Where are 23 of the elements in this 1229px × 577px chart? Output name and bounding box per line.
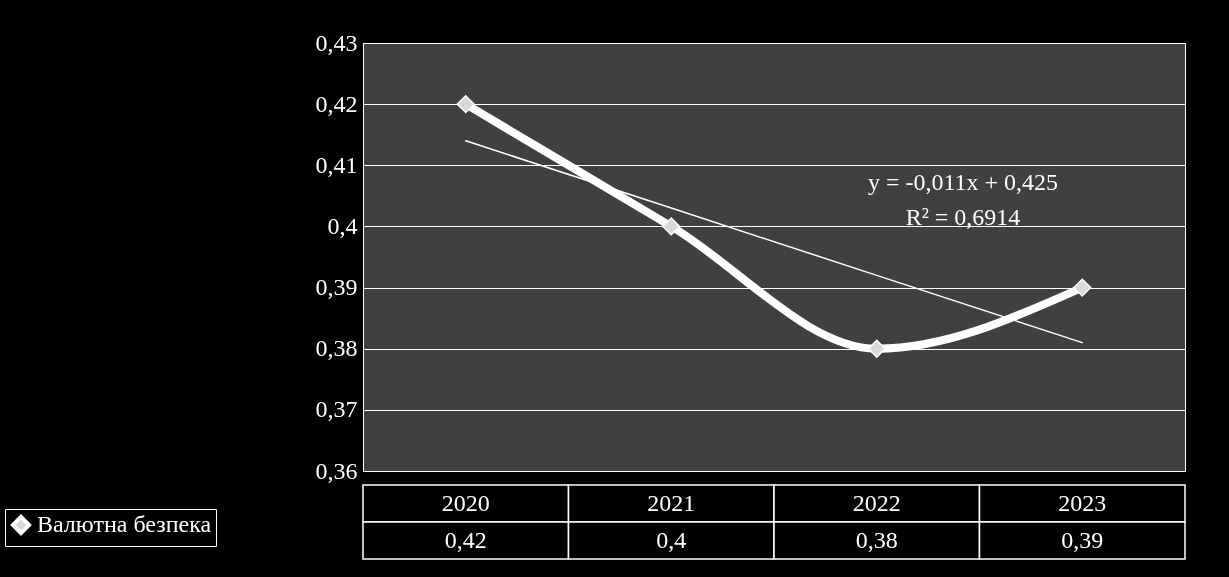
x-tick-label: 2021 xyxy=(647,489,696,516)
data-label: 0,42 xyxy=(444,526,487,553)
x-tick-label: 2020 xyxy=(441,489,490,516)
y-tick-label: 0,37 xyxy=(315,396,358,423)
legend-label: Валютна безпека xyxy=(37,511,212,537)
x-tick-label: 2022 xyxy=(852,489,901,516)
y-tick-label: 0,38 xyxy=(315,335,358,362)
point xyxy=(1073,278,1092,297)
point xyxy=(867,339,886,358)
data-label: 0,4 xyxy=(656,526,687,553)
annotation: R² = 0,6914 xyxy=(905,204,1021,230)
y-tick-label: 0,4 xyxy=(327,212,358,239)
point xyxy=(456,95,475,114)
point xyxy=(662,217,681,236)
data-label: 0,38 xyxy=(855,526,898,553)
data-label: 0,39 xyxy=(1061,526,1104,553)
y-tick-label: 0,42 xyxy=(315,90,358,117)
y-tick-label: 0,36 xyxy=(315,457,358,484)
y-tick-label: 0,39 xyxy=(315,274,358,301)
y-tick-label: 0,41 xyxy=(315,151,358,178)
x-tick-label: 2023 xyxy=(1058,489,1107,516)
annotation: y = -0,011x + 0,425 xyxy=(867,169,1059,195)
y-tick-label: 0,43 xyxy=(315,29,358,56)
